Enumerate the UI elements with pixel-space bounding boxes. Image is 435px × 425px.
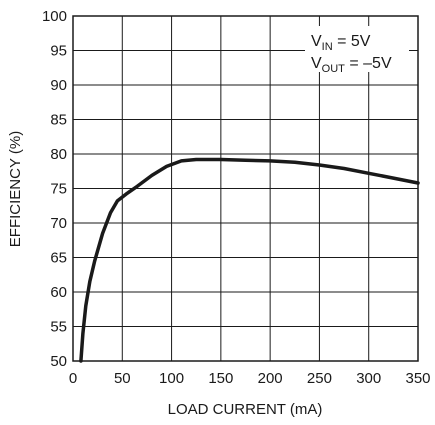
- x-tick-label: 250: [307, 370, 332, 387]
- x-tick-label: 0: [69, 370, 77, 387]
- x-tick-label: 150: [208, 370, 233, 387]
- y-tick-label: 80: [50, 146, 67, 163]
- x-axis-label: LOAD CURRENT (mA): [168, 401, 323, 418]
- efficiency-curve: [79, 157, 420, 363]
- y-tick-label: 70: [50, 215, 67, 232]
- x-tick-label: 50: [114, 370, 131, 387]
- plot-frame: [72, 15, 419, 362]
- x-tick-label: 200: [258, 370, 283, 387]
- y-tick-label: 65: [50, 250, 67, 267]
- y-tick-labels: 50 55 60 65 70 75 80 85 90 95 100: [42, 8, 67, 370]
- x-tick-label: 300: [356, 370, 381, 387]
- vin-annotation: VIN = 5V: [311, 33, 371, 53]
- x-tick-label: 100: [159, 370, 184, 387]
- y-tick-label: 95: [50, 43, 67, 60]
- y-tick-label: 55: [50, 319, 67, 336]
- series-layer: [79, 157, 420, 363]
- annotation-backdrop: [305, 26, 409, 72]
- x-tick-labels: 0 50 100 150 200 250 300 350: [69, 370, 431, 387]
- y-axis-label: EFFICIENCY (%): [7, 131, 24, 247]
- y-tick-label: 90: [50, 77, 67, 94]
- y-tick-label: 50: [50, 353, 67, 370]
- y-tick-label: 100: [42, 8, 67, 25]
- x-tick-label: 350: [405, 370, 430, 387]
- vout-annotation: VOUT = –5V: [311, 55, 392, 75]
- y-tick-label: 85: [50, 112, 67, 129]
- y-tick-label: 60: [50, 284, 67, 301]
- y-tick-label: 75: [50, 181, 67, 198]
